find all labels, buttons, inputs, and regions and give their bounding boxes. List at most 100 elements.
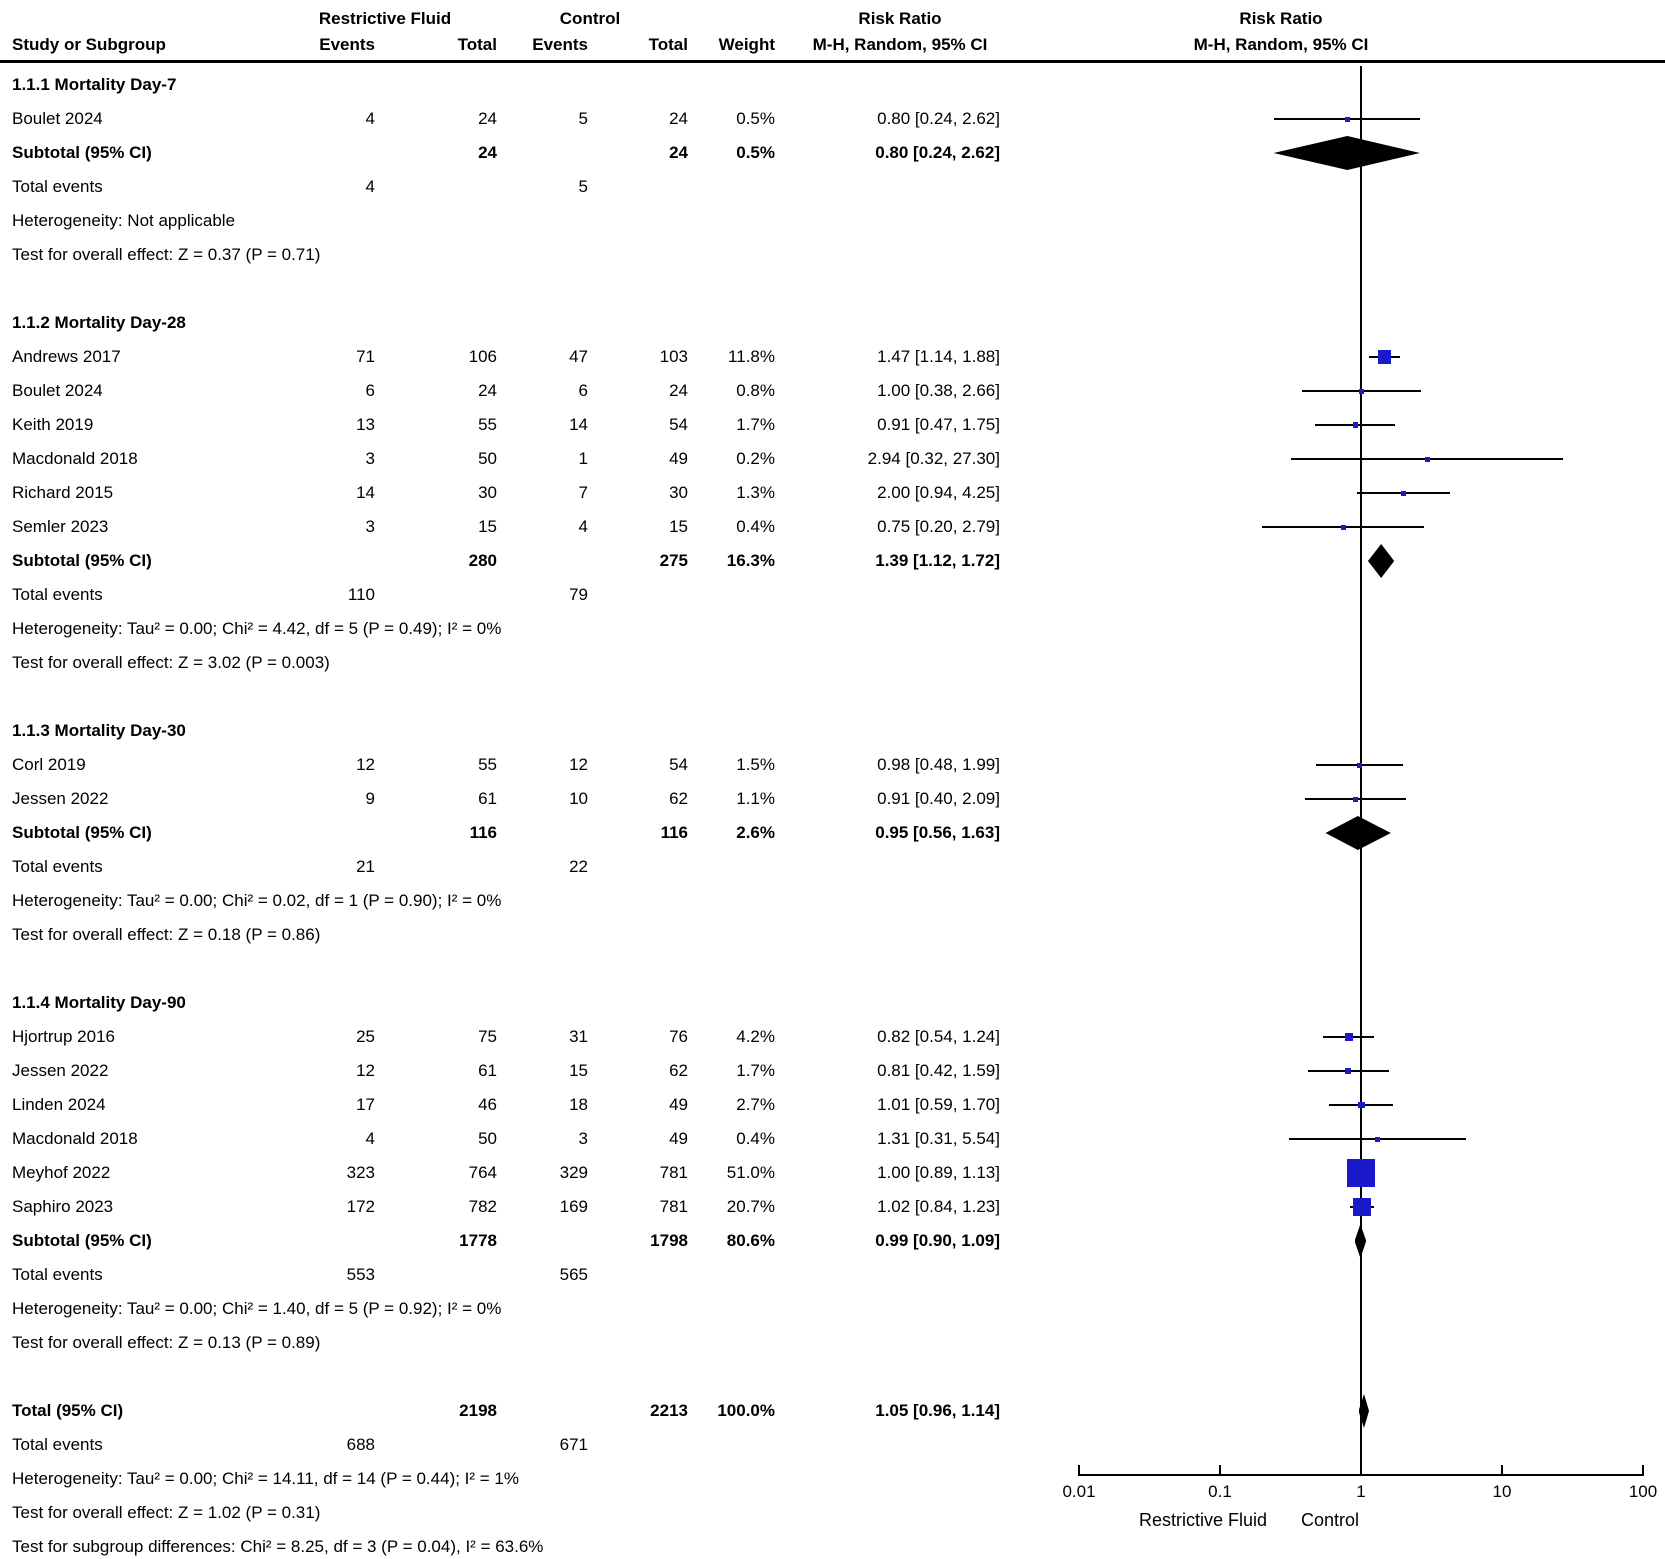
overall-effect-text: Test for overall effect: Z = 0.13 (P = 0… <box>12 1333 321 1352</box>
pooled-row-label: Total (95% CI) <box>12 1401 124 1420</box>
weight-value: 0.8% <box>736 381 775 400</box>
effect-marker <box>1375 1136 1381 1142</box>
effect-marker <box>1377 350 1392 364</box>
ci-text: 1.47 [1.14, 1.88] <box>877 347 1000 366</box>
experimental-events: 12 <box>356 1061 375 1080</box>
control-total: 781 <box>659 1197 688 1216</box>
control-total: 30 <box>669 483 688 502</box>
control-total: 54 <box>669 415 688 434</box>
control-events: 3 <box>578 1129 588 1148</box>
total-events-label: Total events <box>12 177 103 196</box>
column-header-total-experimental: Total <box>457 35 497 54</box>
control-total: 76 <box>669 1027 688 1046</box>
effect-marker <box>1400 490 1406 496</box>
control-events: 15 <box>569 1061 588 1080</box>
control-total: 24 <box>669 109 688 128</box>
experimental-events: 3 <box>365 517 375 536</box>
overall-effect-text: Test for overall effect: Z = 1.02 (P = 0… <box>12 1503 321 1522</box>
control-events: 1 <box>578 449 588 468</box>
experimental-total: 24 <box>478 109 497 128</box>
column-header-method-plot: M-H, Random, 95% CI <box>1193 35 1369 54</box>
experimental-total: 280 <box>468 551 497 570</box>
experimental-total: 75 <box>478 1027 497 1046</box>
experimental-total: 55 <box>478 755 497 774</box>
ci-text: 1.02 [0.84, 1.23] <box>877 1197 1000 1216</box>
ci-text: 0.91 [0.47, 1.75] <box>877 415 1000 434</box>
control-events: 565 <box>559 1265 588 1284</box>
experimental-total: 782 <box>468 1197 497 1216</box>
experimental-events: 3 <box>365 449 375 468</box>
ci-text: 2.00 [0.94, 4.25] <box>877 483 1000 502</box>
axis-tick <box>1501 1465 1503 1476</box>
effect-marker <box>1344 116 1350 122</box>
pooled-diamond <box>1273 136 1420 170</box>
line-of-no-effect <box>1360 66 1362 1474</box>
control-events: 18 <box>569 1095 588 1114</box>
study-name: Corl 2019 <box>12 755 86 774</box>
weight-value: 1.3% <box>736 483 775 502</box>
weight-value: 1.7% <box>736 415 775 434</box>
subgroup-title: 1.1.3 Mortality Day-30 <box>12 721 186 740</box>
effect-marker <box>1340 524 1346 530</box>
experimental-total: 116 <box>469 823 497 842</box>
ci-text: 1.01 [0.59, 1.70] <box>877 1095 1000 1114</box>
study-name: Linden 2024 <box>12 1095 106 1114</box>
pooled-row-label: Subtotal (95% CI) <box>12 551 152 570</box>
control-events: 4 <box>578 517 588 536</box>
control-total: 49 <box>669 449 688 468</box>
experimental-events: 323 <box>346 1163 375 1182</box>
control-events: 671 <box>559 1435 588 1454</box>
ci-text: 1.00 [0.89, 1.13] <box>877 1163 1000 1182</box>
experimental-total: 30 <box>478 483 497 502</box>
control-total: 62 <box>669 1061 688 1080</box>
weight-value: 100.0% <box>717 1401 775 1420</box>
control-total: 103 <box>659 347 688 366</box>
study-name: Semler 2023 <box>12 517 109 536</box>
weight-value: 0.2% <box>736 449 775 468</box>
axis-tick-label: 1 <box>1356 1482 1366 1501</box>
control-events: 10 <box>569 789 588 808</box>
column-header-control-group: Control <box>559 9 621 28</box>
weight-value: 0.5% <box>736 143 775 162</box>
weight-value: 11.8% <box>728 347 775 366</box>
pooled-row-label: Subtotal (95% CI) <box>12 823 152 842</box>
effect-marker <box>1352 796 1358 802</box>
ci-text: 0.91 [0.40, 2.09] <box>877 789 1000 808</box>
column-header-total-control: Total <box>648 35 688 54</box>
total-events-label: Total events <box>12 857 103 876</box>
experimental-total: 61 <box>478 789 497 808</box>
control-total: 62 <box>669 789 688 808</box>
column-header-method-text: M-H, Random, 95% CI <box>812 35 988 54</box>
control-total: 116 <box>660 823 688 842</box>
ci-text: 0.75 [0.20, 2.79] <box>877 517 1000 536</box>
subgroup-title: 1.1.2 Mortality Day-28 <box>12 313 186 332</box>
column-header-study: Study or Subgroup <box>12 35 166 54</box>
heterogeneity-text: Heterogeneity: Tau² = 0.00; Chi² = 4.42,… <box>12 619 502 638</box>
control-events: 6 <box>578 381 588 400</box>
heterogeneity-text: Heterogeneity: Tau² = 0.00; Chi² = 14.11… <box>12 1469 520 1488</box>
effect-marker <box>1345 1068 1351 1074</box>
ci-text: 0.80 [0.24, 2.62] <box>875 143 1000 162</box>
weight-value: 2.6% <box>736 823 775 842</box>
study-name: Macdonald 2018 <box>12 1129 138 1148</box>
experimental-events: 553 <box>346 1265 375 1284</box>
total-events-label: Total events <box>12 1435 103 1454</box>
control-events: 14 <box>569 415 588 434</box>
weight-value: 2.7% <box>736 1095 775 1114</box>
axis-tick <box>1360 1465 1362 1476</box>
control-total: 49 <box>669 1095 688 1114</box>
column-header-risk-ratio-plot: Risk Ratio <box>1239 9 1323 28</box>
weight-value: 1.5% <box>736 755 775 774</box>
ci-text: 0.99 [0.90, 1.09] <box>875 1231 1000 1250</box>
control-events: 169 <box>559 1197 588 1216</box>
experimental-total: 15 <box>478 517 497 536</box>
ci-text: 1.00 [0.38, 2.66] <box>877 381 1000 400</box>
study-name: Jessen 2022 <box>12 789 109 808</box>
experimental-total: 764 <box>468 1163 497 1182</box>
study-name: Andrews 2017 <box>12 347 121 366</box>
control-total: 49 <box>669 1129 688 1148</box>
experimental-total: 50 <box>478 449 497 468</box>
weight-value: 80.6% <box>726 1231 775 1250</box>
ci-text: 0.82 [0.54, 1.24] <box>877 1027 1000 1046</box>
effect-marker <box>1347 1159 1375 1187</box>
